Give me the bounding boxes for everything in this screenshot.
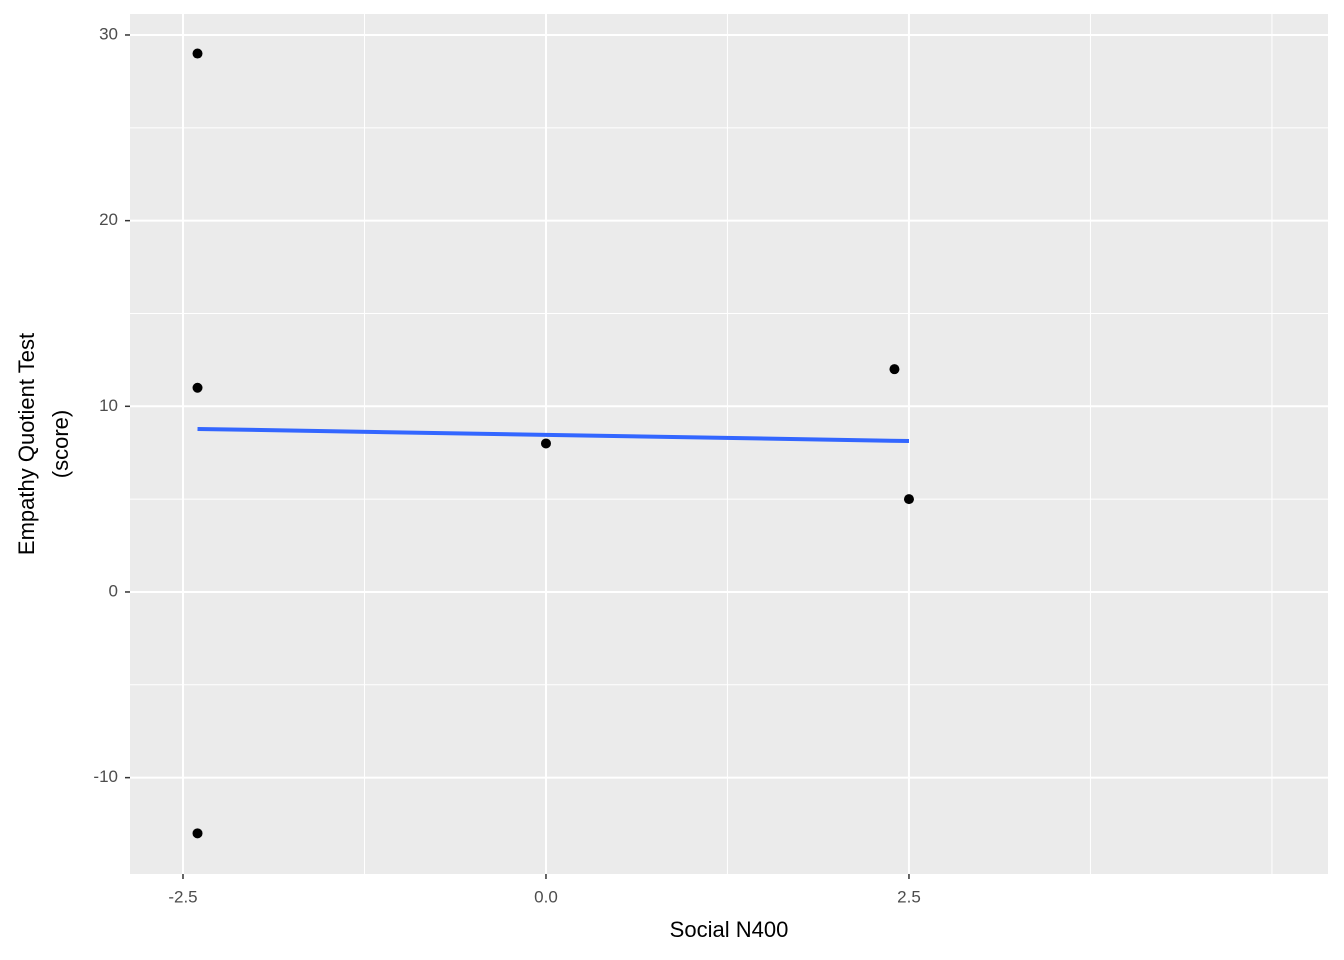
point — [540, 438, 551, 449]
y-tick-label: 0 — [109, 581, 118, 600]
x-axis-title: Social N400 — [670, 917, 789, 942]
y-tick-label: 20 — [99, 210, 118, 229]
y-tick-label: -10 — [93, 767, 118, 786]
point — [889, 364, 900, 375]
x-tick-label: 2.5 — [897, 887, 921, 906]
x-tick-label: -2.5 — [168, 887, 197, 906]
point — [192, 828, 203, 839]
y-tick-label: 30 — [99, 24, 118, 43]
x-tick-label: 0.0 — [534, 887, 558, 906]
y-axis-title: Empathy Quotient Test — [14, 333, 39, 555]
point — [192, 382, 203, 393]
point — [903, 494, 914, 505]
panel — [130, 14, 1328, 874]
y-axis-title: (score) — [48, 410, 73, 478]
fit-line — [197, 426, 910, 444]
y-tick-label: 10 — [99, 396, 118, 415]
point — [192, 48, 203, 59]
